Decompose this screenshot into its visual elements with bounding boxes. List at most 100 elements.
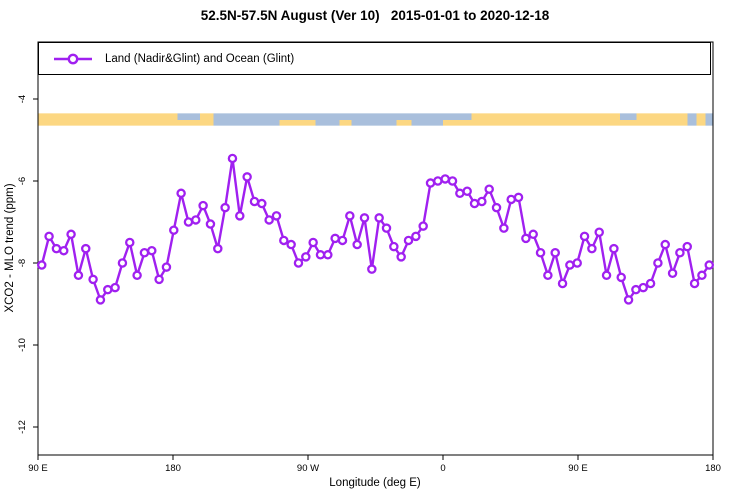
data-point-marker	[528, 229, 538, 240]
data-point-marker	[37, 260, 47, 270]
data-point-marker	[308, 237, 318, 248]
data-point-marker	[557, 278, 568, 289]
data-point-marker	[513, 192, 524, 203]
data-point-marker	[565, 260, 575, 270]
data-point-marker	[440, 174, 450, 184]
map-band-segment-coast	[177, 113, 200, 126]
legend-label: Land (Nadir&Glint) and Ocean (Glint)	[105, 52, 295, 65]
data-point-marker	[381, 223, 392, 233]
data-point-marker	[403, 235, 414, 246]
map-band-segment-land	[696, 113, 706, 126]
data-point-marker	[315, 250, 326, 260]
data-point-marker	[484, 184, 494, 194]
data-point-marker	[293, 258, 304, 268]
y-tick-label: -6	[17, 177, 28, 185]
map-band-segment-ocean	[315, 113, 340, 126]
x-tick-label: 90 W	[297, 463, 319, 474]
data-point-marker	[667, 268, 678, 278]
data-point-marker	[367, 264, 377, 274]
map-band-segment-land	[636, 113, 688, 126]
data-point-marker	[469, 198, 480, 209]
data-point-marker	[110, 282, 120, 293]
data-point-marker	[337, 235, 348, 246]
data-point-marker	[213, 243, 223, 254]
data-point-marker	[257, 198, 267, 209]
data-point-marker	[125, 237, 135, 248]
data-point-marker	[389, 241, 399, 252]
data-point-marker	[139, 247, 150, 258]
x-tick-label: 180	[705, 463, 721, 474]
data-point-marker	[682, 241, 692, 252]
data-point-marker	[117, 258, 128, 268]
map-band-segment-land	[200, 113, 214, 126]
y-tick-label: -10	[17, 338, 28, 352]
data-point-marker	[638, 282, 648, 293]
x-tick-label: 180	[165, 463, 181, 474]
x-tick-label: 90 E	[568, 463, 588, 474]
x-tick-label: 0	[440, 463, 445, 474]
data-point-marker	[51, 243, 62, 254]
data-point-marker	[176, 188, 186, 199]
data-point-marker	[44, 231, 54, 242]
legend-marker-icon	[54, 53, 92, 64]
data-point-marker	[264, 215, 274, 225]
data-point-marker	[198, 200, 208, 211]
data-point-marker	[359, 213, 370, 223]
map-band-segment-coast	[339, 113, 352, 126]
data-point-marker	[220, 202, 230, 213]
data-point-marker	[279, 235, 289, 246]
data-point-marker	[81, 243, 91, 254]
data-point-marker	[594, 227, 604, 237]
data-point-marker	[301, 252, 311, 262]
data-point-marker	[535, 247, 546, 258]
y-tick-label: -8	[17, 259, 28, 267]
map-band-segment-coast	[620, 113, 637, 126]
x-tick-label: 90 E	[28, 463, 48, 474]
data-point-marker	[433, 176, 443, 186]
data-point-marker	[191, 215, 201, 225]
map-band-segment-land	[471, 113, 620, 126]
data-point-marker	[271, 211, 282, 221]
map-band-segment-ocean	[411, 113, 443, 126]
data-point-marker	[455, 188, 465, 199]
data-point-marker	[425, 178, 436, 188]
data-point-marker	[491, 202, 502, 213]
data-point-marker	[499, 223, 509, 233]
data-point-marker	[623, 295, 634, 305]
data-point-marker	[653, 258, 663, 268]
data-point-marker	[330, 233, 340, 244]
data-point-marker	[411, 231, 421, 242]
data-point-marker	[95, 295, 106, 305]
data-point-marker	[704, 260, 715, 270]
data-point-marker	[59, 245, 69, 256]
data-point-marker	[506, 194, 516, 205]
data-point-marker	[169, 225, 179, 235]
data-point-marker	[88, 274, 98, 285]
data-point-marker	[227, 153, 238, 164]
data-point-marker	[587, 243, 597, 254]
data-point-marker	[697, 270, 707, 281]
data-point-marker	[543, 270, 553, 281]
x-axis-title: Longitude (deg E)	[329, 477, 421, 489]
data-point-marker	[616, 272, 626, 283]
data-point-marker	[242, 172, 252, 182]
data-point-marker	[660, 239, 670, 250]
data-point-marker	[323, 250, 333, 260]
data-point-marker	[521, 233, 531, 244]
data-point-marker	[345, 211, 355, 221]
data-point-marker	[286, 239, 296, 250]
data-point-marker	[645, 278, 656, 289]
map-band-segment-ocean	[687, 113, 697, 126]
y-tick-label: -4	[17, 95, 28, 103]
data-point-marker	[205, 219, 216, 229]
data-point-marker	[103, 284, 113, 295]
data-point-marker	[235, 211, 245, 221]
data-point-marker	[579, 231, 590, 242]
data-point-marker	[689, 278, 700, 289]
data-point-marker	[609, 243, 619, 254]
data-point-marker	[374, 213, 384, 223]
y-tick-label: -12	[17, 420, 28, 434]
data-point-marker	[183, 217, 194, 227]
